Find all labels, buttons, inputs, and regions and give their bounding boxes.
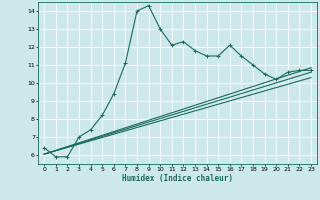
X-axis label: Humidex (Indice chaleur): Humidex (Indice chaleur) xyxy=(122,174,233,183)
